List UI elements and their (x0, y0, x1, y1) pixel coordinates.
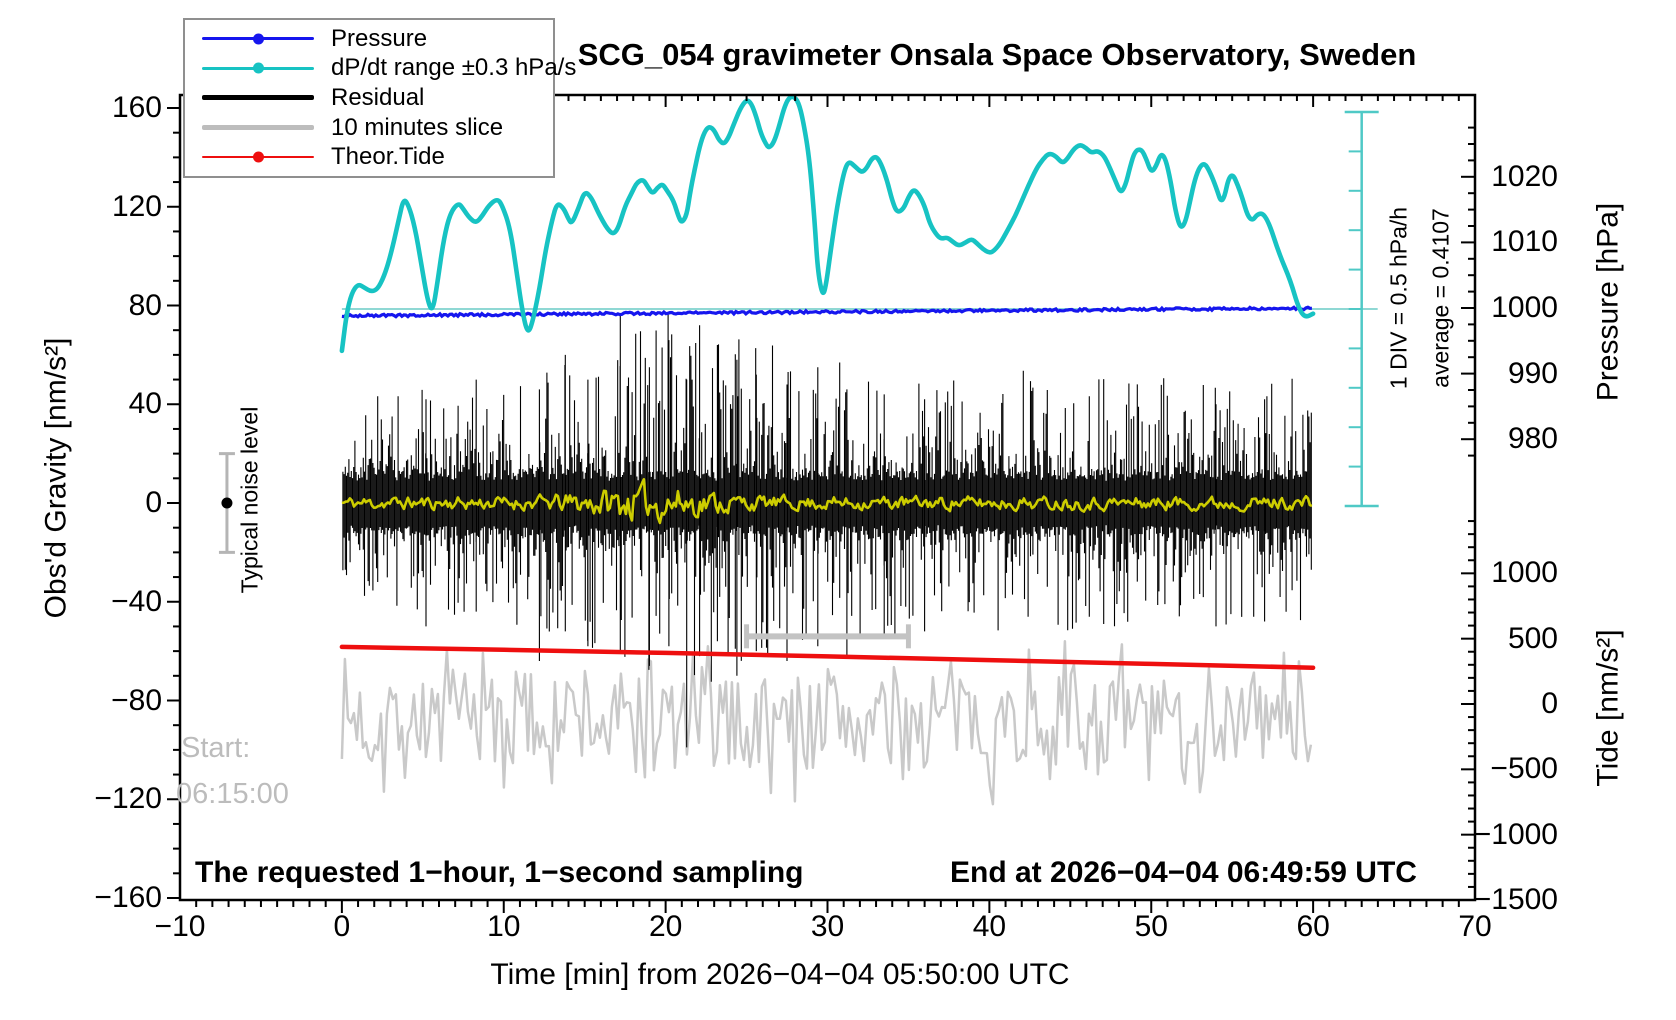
time-tick-label: 20 (648, 910, 683, 943)
legend-box: Pressure dP/dt range ±0.3 hPa/s Residual… (183, 18, 576, 178)
time-tick-label: 30 (810, 910, 845, 943)
legend-item-tide: Theor.Tide (185, 143, 553, 171)
gravity-tick-label: 40 (128, 387, 162, 421)
sampling-note: The requested 1−hour, 1−second sampling (195, 856, 804, 889)
legend-label: 10 minutes slice (331, 113, 504, 141)
time-tick-label: 50 (1134, 910, 1168, 943)
pressure-tick-label: 980 (1507, 422, 1558, 456)
legend-label: Pressure (331, 24, 428, 52)
y-axis-title-pressure: Pressure [hPa] (1591, 202, 1625, 402)
y-axis-title-gravity: Obs'd Gravity [nm/s²] (39, 337, 73, 619)
div-scale-note: 1 DIV = 0.5 hPa/h (1385, 206, 1412, 390)
gravity-tick-label: −120 (94, 782, 162, 816)
legend-item-slice: 10 minutes slice (185, 114, 553, 142)
legend-item-dpdt: dP/dt range ±0.3 hPa/s (185, 54, 576, 82)
y-axis-title-tide: Tide [nm/s²] (1591, 629, 1625, 787)
tide-tick-label: 0 (1541, 687, 1558, 720)
dpdt-line-swatch (202, 59, 314, 77)
gravity-tick-label: 160 (111, 91, 162, 124)
legend-item-residual: Residual (185, 84, 553, 112)
x-axis-title: Time [min] from 2026−04−04 05:50:00 UTC (490, 958, 1070, 991)
residual-line-swatch (202, 89, 314, 107)
start-time-label: 06:15:00 (176, 778, 289, 810)
legend-label: Theor.Tide (331, 143, 445, 171)
legend-label: Residual (331, 83, 425, 111)
end-time-note: End at 2026−04−04 06:49:59 UTC (950, 856, 1417, 889)
pressure-line-swatch (202, 30, 314, 48)
pressure-tick-label: 990 (1507, 356, 1558, 390)
legend-label: dP/dt range ±0.3 hPa/s (331, 54, 577, 82)
time-tick-label: 10 (487, 910, 521, 943)
time-tick-label: 70 (1458, 910, 1492, 943)
tide-tick-label: 500 (1507, 621, 1558, 655)
time-tick-label: 40 (972, 910, 1007, 943)
gravity-tick-label: 0 (145, 486, 162, 519)
gravity-tick-label: −80 (111, 683, 162, 717)
gravity-tick-label: 120 (111, 189, 162, 223)
average-note: average = 0.4107 (1427, 208, 1454, 388)
pressure-tick-label: 1020 (1491, 159, 1558, 193)
tide-tick-label: −500 (1490, 752, 1558, 786)
gravity-tick-label: −40 (111, 584, 162, 618)
pressure-tick-label: 1000 (1491, 291, 1558, 324)
tide-tick-label: 1000 (1491, 556, 1558, 590)
pressure-tick-label: 1010 (1491, 225, 1558, 259)
time-tick-label: −10 (154, 910, 206, 943)
tide-tick-label: −1000 (1473, 817, 1558, 851)
legend-item-pressure: Pressure (185, 25, 553, 53)
start-label: Start: (181, 732, 251, 764)
time-tick-label: 60 (1296, 910, 1330, 943)
tide-line-swatch (202, 148, 314, 166)
slice-line-swatch (202, 119, 314, 137)
tide-tick-label: −1500 (1473, 883, 1558, 916)
gravity-tick-label: −160 (94, 881, 162, 914)
gravity-tick-label: 80 (128, 288, 162, 322)
time-tick-label: 0 (333, 910, 351, 943)
page-title: SCG_054 gravimeter Onsala Space Observat… (577, 37, 1417, 72)
typical-noise-label: Typical noise level (236, 406, 263, 594)
